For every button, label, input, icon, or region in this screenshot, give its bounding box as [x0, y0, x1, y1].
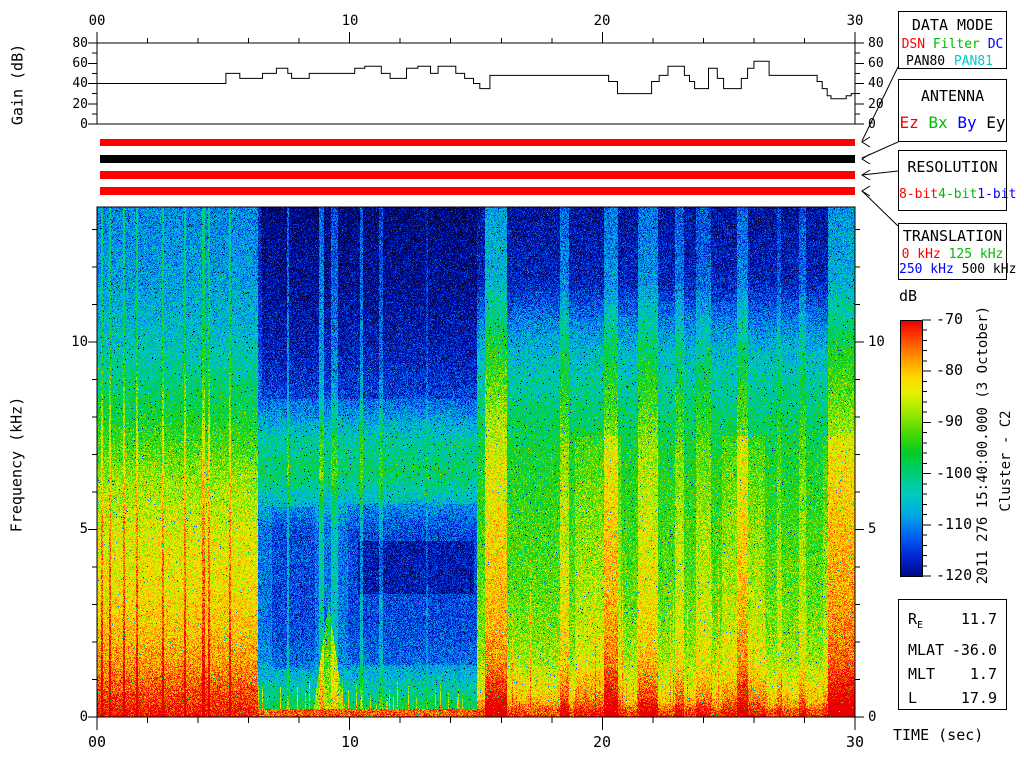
ephemeris-row-mlat: MLAT -36.0	[899, 638, 1006, 662]
arrowhead-translation	[861, 185, 871, 197]
gain-xtick-30: 30	[846, 13, 864, 29]
translation-row1: 0 kHz 125 kHz	[899, 247, 1006, 262]
annotation-arrows	[861, 66, 899, 227]
status-bar-1	[100, 139, 855, 146]
resolution-box: RESOLUTION 8-bit4-bit1-bit	[898, 150, 1016, 211]
gain-trace-line	[97, 60, 855, 100]
data-mode-pan81: PAN81	[953, 54, 993, 69]
arrow-line-translation	[861, 190, 899, 227]
gain-xtick-00: 00	[88, 13, 106, 29]
ephemeris-value-re: 11.7	[960, 610, 997, 628]
gain-ytick-0-right: 0	[868, 117, 876, 132]
gain-ylabel: Gain (dB)	[8, 43, 27, 126]
mission-vertical-title: Cluster - C2	[998, 410, 1014, 512]
freq-ytick-5-left: 5	[79, 521, 88, 537]
datetime-vertical-title: 2011 276 15:40:00.000 (3 October)	[975, 305, 991, 585]
axis-ticks	[88, 32, 931, 730]
data-mode-dc: DC	[987, 37, 1004, 52]
ephemeris-label-mlt: MLT	[908, 665, 936, 683]
freq-ytick-0-right: 0	[868, 709, 877, 725]
cbar-tick-80: -80	[936, 361, 964, 379]
translation-500khz: 500 kHz	[961, 262, 1017, 277]
cbar-tick-120: -120	[936, 566, 973, 584]
resolution-row: 8-bit4-bit1-bit	[899, 187, 1016, 202]
freq-ytick-10-left: 10	[71, 334, 88, 350]
translation-box: TRANSLATION 0 kHz 125 kHz 250 kHz 500 kH…	[898, 223, 1016, 280]
ephemeris-row-mlt: MLT 1.7	[899, 662, 1006, 686]
antenna-box: ANTENNA Ez Bx By Ey	[898, 79, 1007, 142]
spectrogram-frame	[96, 206, 856, 718]
gain-ytick-20-left: 20	[72, 97, 88, 112]
status-bar-2	[100, 155, 855, 163]
ephemeris-box: RE 11.7 MLAT -36.0 MLT 1.7 L 17.9	[898, 599, 1007, 710]
status-bar-3	[100, 171, 855, 179]
freq-ytick-10-right: 10	[868, 334, 885, 350]
cbar-tick-70: -70	[936, 310, 964, 328]
ephemeris-label-l: L	[908, 689, 918, 707]
resolution-8bit: 8-bit	[899, 187, 939, 202]
resolution-title: RESOLUTION	[907, 158, 998, 176]
gain-ytick-40-left: 40	[72, 76, 88, 91]
resolution-4bit: 4-bit	[938, 187, 978, 202]
resolution-1bit: 1-bit	[977, 187, 1017, 202]
time-xtick-20: 20	[592, 733, 612, 751]
translation-250khz: 250 kHz	[899, 262, 954, 277]
ephemeris-value-mlt: 1.7	[969, 665, 997, 683]
status-bars	[100, 139, 855, 195]
gain-ytick-0-left: 0	[80, 117, 88, 132]
cbar-tick-100: -100	[936, 464, 973, 482]
gain-ytick-20-right: 20	[868, 97, 884, 112]
freq-ytick-5-right: 5	[868, 521, 877, 537]
antenna-ey: Ey	[986, 113, 1006, 132]
cbar-tick-90: -90	[936, 412, 964, 430]
gain-ytick-60-left: 60	[72, 56, 88, 71]
gain-xtick-10: 10	[341, 13, 359, 29]
data-mode-dsn: DSN	[901, 37, 926, 52]
time-xlabel: TIME (sec)	[893, 726, 984, 744]
gain-ytick-40-right: 40	[868, 76, 884, 91]
gain-xtick-20: 20	[593, 13, 611, 29]
freq-ytick-0-left: 0	[79, 709, 88, 725]
arrow-line-datamode	[861, 66, 899, 142]
ephemeris-value-l: 17.9	[960, 689, 997, 707]
ephemeris-row-re: RE 11.7	[899, 607, 1006, 638]
colorbar	[900, 320, 923, 577]
arrowhead-antenna	[861, 153, 871, 165]
data-mode-pan80: PAN80	[906, 54, 946, 69]
time-xtick-00: 00	[87, 733, 107, 751]
translation-125khz: 125 kHz	[948, 247, 1004, 262]
time-xtick-30: 30	[845, 733, 865, 751]
arrowhead-resolution	[861, 169, 871, 181]
data-mode-box: DATA MODE DSN Filter DC PAN80 PAN81	[898, 11, 1007, 69]
ephemeris-value-mlat: -36.0	[951, 641, 997, 659]
antenna-bx: Bx	[928, 113, 948, 132]
gain-ytick-80-right: 80	[868, 36, 884, 51]
gain-ytick-80-left: 80	[72, 36, 88, 51]
freq-ylabel: Frequency (kHz)	[7, 396, 26, 533]
ephemeris-label-re: RE	[908, 610, 924, 631]
ephemeris-label-mlat: MLAT	[908, 641, 945, 659]
data-mode-title: DATA MODE	[911, 16, 994, 34]
translation-title: TRANSLATION	[902, 227, 1003, 245]
antenna-title: ANTENNA	[920, 87, 985, 105]
antenna-row: Ez Bx By Ey	[899, 114, 1006, 132]
data-mode-row1: DSN Filter DC	[899, 37, 1006, 52]
colorbar-label: dB	[899, 287, 918, 305]
antenna-ez: Ez	[899, 113, 919, 132]
antenna-by: By	[957, 113, 977, 132]
translation-0khz: 0 kHz	[901, 247, 941, 262]
status-bar-4	[100, 187, 855, 195]
translation-row2: 250 kHz 500 kHz	[899, 262, 1016, 277]
arrowhead-datamode	[861, 136, 871, 148]
time-xtick-10: 10	[340, 733, 360, 751]
cbar-tick-110: -110	[936, 515, 973, 533]
arrow-line-resolution	[861, 170, 899, 176]
gain-ytick-60-right: 60	[868, 56, 884, 71]
ephemeris-row-l: L 17.9	[899, 686, 1006, 710]
data-mode-filter: Filter	[932, 37, 980, 52]
spectrogram-image	[97, 207, 855, 717]
data-mode-row2: PAN80 PAN81	[899, 54, 1006, 69]
